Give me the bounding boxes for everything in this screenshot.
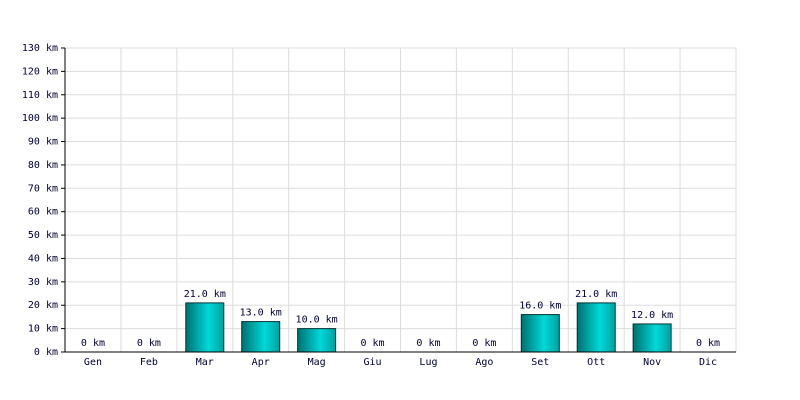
value-label: 21.0 km <box>575 289 617 300</box>
y-tick-label: 120 km <box>22 66 58 77</box>
x-tick-label: Apr <box>252 357 270 368</box>
y-tick-label: 10 km <box>28 324 58 335</box>
bar <box>632 323 672 353</box>
y-tick-label: 50 km <box>28 230 58 241</box>
x-tick-label: Nov <box>643 357 661 368</box>
value-label: 16.0 km <box>519 301 561 312</box>
bar <box>520 314 560 353</box>
x-tick-label: Ott <box>587 357 605 368</box>
y-tick-label: 30 km <box>28 277 58 288</box>
x-tick-label: Gen <box>84 357 102 368</box>
value-label: 0 km <box>81 338 105 349</box>
value-label: 0 km <box>360 338 384 349</box>
y-tick-label: 60 km <box>28 207 58 218</box>
x-tick-label: Dic <box>699 357 717 368</box>
value-label: 12.0 km <box>631 310 673 321</box>
y-tick-label: 110 km <box>22 90 58 101</box>
x-tick-label: Ago <box>475 357 493 368</box>
value-label: 0 km <box>416 338 440 349</box>
bar <box>297 328 337 353</box>
y-tick-label: 0 km <box>34 347 58 358</box>
y-tick-label: 70 km <box>28 183 58 194</box>
grid <box>65 47 737 353</box>
x-tick-label: Lug <box>419 357 437 368</box>
y-tick-label: 20 km <box>28 300 58 311</box>
value-label: 21.0 km <box>184 289 226 300</box>
bar <box>241 321 281 353</box>
bar <box>576 302 616 353</box>
value-label: 10.0 km <box>296 315 338 326</box>
y-tick-label: 80 km <box>28 160 58 171</box>
x-tick-label: Set <box>531 357 549 368</box>
x-tick-label: Mag <box>308 357 326 368</box>
bar <box>185 302 225 353</box>
value-label: 13.0 km <box>240 308 282 319</box>
x-tick-label: Feb <box>140 357 158 368</box>
value-label: 0 km <box>137 338 161 349</box>
y-tick-label: 130 km <box>22 43 58 54</box>
y-tick-label: 90 km <box>28 137 58 148</box>
y-tick-label: 40 km <box>28 253 58 264</box>
x-tick-label: Giu <box>364 357 382 368</box>
value-label: 0 km <box>472 338 496 349</box>
x-tick-label: Mar <box>196 357 214 368</box>
value-label: 0 km <box>696 338 720 349</box>
y-tick-label: 100 km <box>22 113 58 124</box>
